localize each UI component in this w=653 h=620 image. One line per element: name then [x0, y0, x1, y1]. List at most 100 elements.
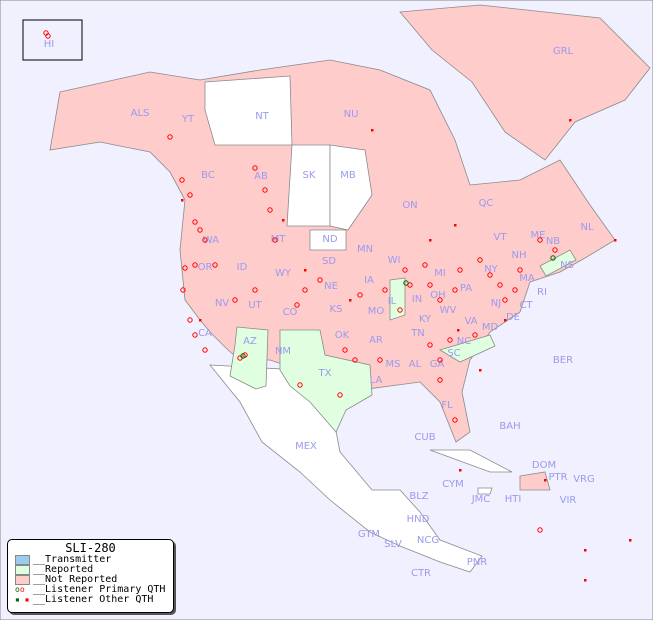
listener-primary-marker — [427, 282, 433, 288]
region-label: MN — [357, 244, 373, 255]
region-label: MEX — [295, 441, 317, 452]
legend-not-reported: __Not Reported — [8, 575, 173, 585]
listener-primary-marker — [197, 227, 203, 233]
legend-reported: __Reported — [8, 565, 173, 575]
listener-primary-marker — [517, 267, 523, 273]
legend-label: __Listener Other QTH — [33, 594, 154, 605]
region-label: UT — [248, 300, 262, 311]
region-label: IN — [412, 294, 422, 305]
region-label: OR — [198, 262, 213, 273]
region-label: HI — [44, 39, 54, 50]
listener-primary-marker — [552, 247, 558, 253]
region-label: SC — [447, 348, 460, 359]
region-label: ALS — [131, 108, 150, 119]
region-label: DE — [506, 312, 520, 323]
listener-primary-marker — [180, 287, 186, 293]
region-mexico — [209, 364, 483, 573]
region-label: MD — [482, 322, 499, 333]
region-label: MI — [434, 268, 446, 279]
region-label: ON — [402, 200, 417, 211]
region-label: CO — [283, 307, 298, 318]
region-label: MO — [368, 306, 385, 317]
region-label: ME — [531, 230, 546, 241]
listener-primary-marker — [302, 287, 308, 293]
listener-primary-marker — [212, 262, 218, 268]
listener-primary-marker — [202, 237, 208, 243]
region-label: MT — [271, 234, 287, 245]
region-nc — [439, 334, 496, 363]
region-label: WI — [388, 255, 401, 266]
listener-primary-marker — [45, 33, 51, 39]
circle-markers-icon: oo — [15, 585, 25, 594]
listener-primary-marker — [179, 177, 185, 183]
listener-primary-marker — [382, 287, 388, 293]
listener-primary-marker — [187, 317, 193, 323]
region-label: VIR — [560, 495, 577, 506]
listener-primary-marker — [182, 265, 188, 271]
region-label: GRL — [553, 46, 574, 57]
reported-swatch — [15, 565, 30, 575]
listener-primary-marker — [252, 287, 258, 293]
listener-primary-marker — [537, 237, 543, 243]
listener-primary-marker — [192, 262, 198, 268]
listener-primary-marker — [252, 165, 258, 171]
region-label: IL — [388, 296, 397, 307]
listener-primary-marker-reported — [240, 353, 246, 359]
not-reported-swatch — [15, 575, 30, 585]
listener-primary-marker — [267, 207, 273, 213]
region-label: SLV — [384, 539, 402, 550]
listener-primary-marker — [472, 332, 478, 338]
region-label: WA — [203, 235, 219, 246]
region-label: TN — [410, 328, 425, 339]
listener-primary-marker — [452, 287, 458, 293]
region-nd — [309, 229, 347, 251]
region-label: PTR — [548, 472, 567, 483]
legend-primary-qth: oo __Listener Primary QTH — [8, 585, 173, 595]
region-label: ID — [237, 262, 248, 273]
region-label: CA — [198, 328, 212, 339]
legend-other-qth: ▪ ▪ __Listener Other QTH — [8, 595, 173, 605]
listener-primary-marker — [427, 342, 433, 348]
region-label: NL — [580, 222, 593, 233]
region-cuba — [429, 449, 513, 473]
listener-primary-marker — [477, 257, 483, 263]
listener-other-marker — [614, 239, 617, 242]
listener-primary-marker — [437, 377, 443, 383]
region-label: YT — [181, 114, 195, 125]
region-label: FL — [441, 400, 453, 411]
region-label: AR — [369, 335, 383, 346]
listener-primary-marker — [402, 267, 408, 273]
region-label: NV — [215, 298, 229, 309]
listener-primary-marker — [202, 347, 208, 353]
listener-other-marker — [429, 239, 432, 242]
listener-other-marker — [504, 319, 507, 322]
legend-label: __Not Reported — [33, 574, 118, 585]
legend: SLI-280 __Transmitter __Reported __Not R… — [7, 539, 174, 613]
listener-other-marker — [282, 219, 285, 222]
listener-primary-marker — [502, 297, 508, 303]
listener-other-marker — [544, 479, 547, 482]
region-label: LA — [370, 375, 383, 386]
legend-transmitter: __Transmitter — [8, 555, 173, 565]
listener-primary-marker — [192, 332, 198, 338]
region-label: NM — [275, 346, 291, 357]
listener-primary-marker — [167, 134, 173, 140]
region-label: SD — [322, 256, 336, 267]
region-label: NC — [457, 336, 471, 347]
region-label: ND — [322, 234, 337, 245]
region-label: VA — [464, 316, 477, 327]
region-label: NT — [255, 111, 269, 122]
listener-primary-marker-reported — [550, 255, 556, 261]
region-label: WY — [275, 268, 292, 279]
region-label: MA — [519, 273, 535, 284]
listener-primary-marker — [512, 287, 518, 293]
greenland — [399, 4, 651, 161]
region-label: HTI — [505, 494, 522, 505]
listener-other-marker — [584, 549, 587, 552]
region-ns — [539, 249, 577, 277]
listener-primary-marker — [317, 277, 323, 283]
listener-primary-marker — [352, 357, 358, 363]
listener-primary-marker — [447, 337, 453, 343]
